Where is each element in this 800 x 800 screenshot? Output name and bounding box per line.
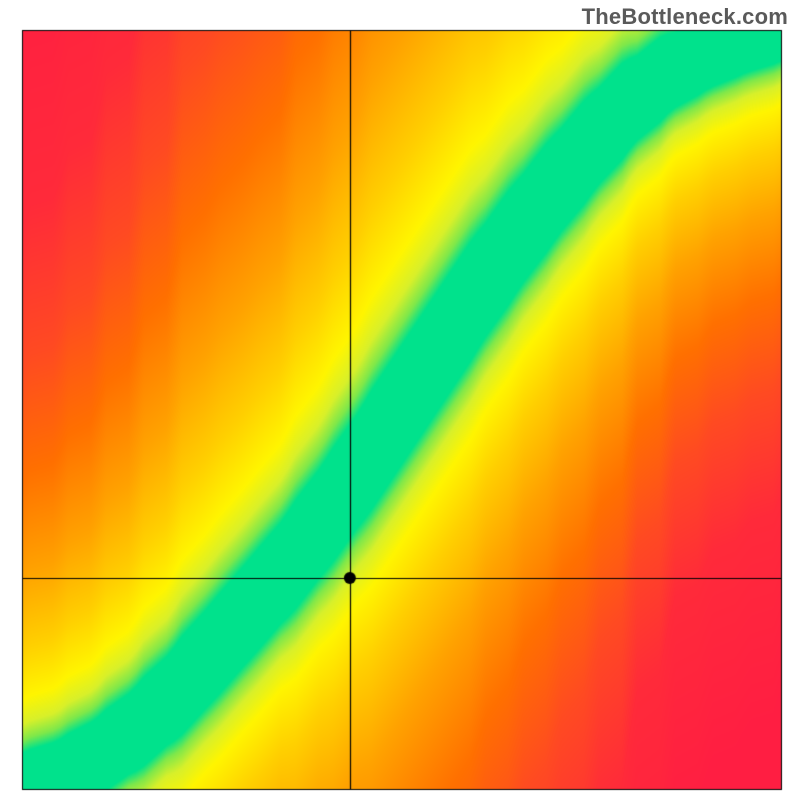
bottleneck-heatmap xyxy=(0,0,800,800)
watermark-text: TheBottleneck.com xyxy=(582,4,788,30)
